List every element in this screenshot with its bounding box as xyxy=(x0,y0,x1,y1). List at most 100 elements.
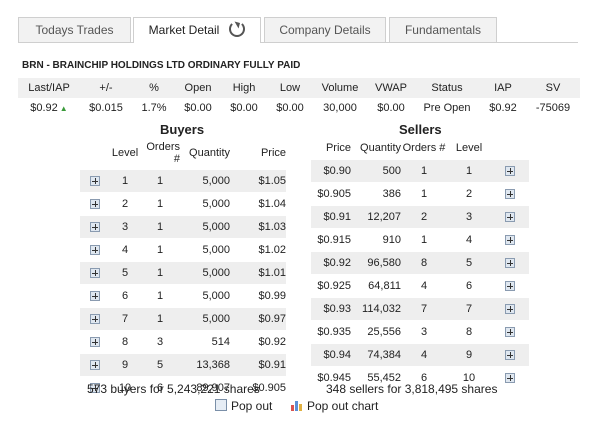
buyer-row: 9 5 13,368 $0.91 xyxy=(80,353,286,377)
buyer-cell: 5,000 xyxy=(180,192,230,216)
tab-market-detail[interactable]: Market Detail xyxy=(133,17,261,43)
seller-cell: 9 xyxy=(447,343,491,367)
buyer-cell: 4 xyxy=(110,238,140,262)
buyer-cell: 5,000 xyxy=(180,307,230,331)
expand-icon[interactable] xyxy=(90,360,100,371)
seller-cell: 55,452 xyxy=(351,366,401,389)
seller-row: $0.905 386 1 2 xyxy=(311,182,529,206)
seller-cell: $0.915 xyxy=(311,228,351,252)
quote-value: $0.00 xyxy=(176,98,220,118)
quote-table: Last/IAP +/-% Open High Low Volume VWAP Status I… xyxy=(18,78,580,118)
seller-cell: 1 xyxy=(401,182,447,206)
expand-cell xyxy=(491,182,529,206)
expand-icon[interactable] xyxy=(505,189,515,200)
buyers-column-header: Price xyxy=(260,147,286,159)
seller-row: $0.935 25,556 3 8 xyxy=(311,320,529,344)
expand-column-header xyxy=(491,141,529,160)
seller-row: $0.93 114,032 7 7 xyxy=(311,297,529,321)
expand-icon[interactable] xyxy=(505,304,515,315)
expand-icon[interactable] xyxy=(90,314,100,325)
seller-cell: 64,811 xyxy=(351,274,401,298)
buyer-row: 7 1 5,000 $0.97 xyxy=(80,307,286,331)
seller-cell: $0.90 xyxy=(311,159,351,183)
expand-cell xyxy=(80,353,110,377)
tab-fundamentals[interactable]: Fundamentals xyxy=(389,17,497,42)
expand-icon[interactable] xyxy=(505,212,515,223)
seller-row: $0.945 55,452 6 10 xyxy=(311,366,529,389)
buyer-cell: 10 xyxy=(110,376,140,399)
buyer-row: 2 1 5,000 $1.04 xyxy=(80,192,286,216)
expand-icon[interactable] xyxy=(505,235,515,246)
buyers-column-header: Orders # xyxy=(146,141,180,165)
expand-icon[interactable] xyxy=(505,258,515,269)
buyer-cell: 1 xyxy=(140,169,180,193)
expand-icon[interactable] xyxy=(90,199,100,210)
buyers-summary: 573 buyers for 5,243,221 shares xyxy=(87,382,260,396)
expand-cell xyxy=(80,284,110,308)
seller-cell: 386 xyxy=(351,182,401,206)
seller-cell: 8 xyxy=(447,320,491,344)
buyer-cell: 5,000 xyxy=(180,261,230,285)
expand-cell xyxy=(80,330,110,354)
expand-icon[interactable] xyxy=(90,222,100,233)
buyer-cell: 9 xyxy=(110,353,140,377)
expand-icon[interactable] xyxy=(90,268,100,279)
seller-cell: 12,207 xyxy=(351,205,401,229)
tab-bar: Todays Trades Market Detail Company Deta… xyxy=(18,17,578,43)
expand-icon[interactable] xyxy=(90,245,100,256)
sellers-column-header: Orders # xyxy=(402,142,446,154)
seller-cell: $0.945 xyxy=(311,366,351,389)
buyer-row: 6 1 5,000 $0.99 xyxy=(80,284,286,308)
sellers-column-header: Quantity xyxy=(360,142,401,154)
seller-cell: 25,556 xyxy=(351,320,401,344)
expand-icon[interactable] xyxy=(505,166,515,177)
buyer-cell: 5,000 xyxy=(180,238,230,262)
expand-icon[interactable] xyxy=(90,291,100,302)
tab-company-details[interactable]: Company Details xyxy=(264,17,386,42)
expand-icon[interactable] xyxy=(505,350,515,361)
sellers-column-header: Price xyxy=(325,142,351,154)
expand-icon[interactable] xyxy=(505,281,515,292)
buyer-cell: 5,000 xyxy=(180,169,230,193)
buyer-cell: $1.01 xyxy=(230,261,286,285)
buyer-cell: 1 xyxy=(140,284,180,308)
quote-header: VWAP xyxy=(368,78,414,98)
quote-value: 1.7% xyxy=(132,98,176,118)
quote-value: $0.00 xyxy=(368,98,414,118)
buyer-cell: 5,000 xyxy=(180,215,230,239)
seller-row: $0.925 64,811 4 6 xyxy=(311,274,529,298)
expand-icon[interactable] xyxy=(90,176,100,187)
buyer-cell: 8 xyxy=(110,330,140,354)
expand-icon[interactable] xyxy=(90,383,100,394)
buyer-cell: 6 xyxy=(110,284,140,308)
buyers-table: Level Orders # Quantity Price 1 1 5,000 $1.05 2… xyxy=(80,141,286,399)
pop-out-chart-link[interactable]: Pop out chart xyxy=(291,399,378,413)
buyer-cell: 1 xyxy=(140,215,180,239)
pop-out-icon xyxy=(215,399,227,411)
tab-todays-trades[interactable]: Todays Trades xyxy=(18,17,131,42)
buyer-cell: 5 xyxy=(140,353,180,377)
bar-chart-icon xyxy=(291,401,303,411)
buyer-cell: 2 xyxy=(110,192,140,216)
expand-cell xyxy=(80,169,110,193)
expand-icon[interactable] xyxy=(90,337,100,348)
buyers-heading: Buyers xyxy=(160,122,205,137)
quote-value-text: $0.00 xyxy=(184,102,212,114)
expand-cell xyxy=(80,376,110,399)
refresh-icon[interactable] xyxy=(229,21,246,37)
seller-cell: 3 xyxy=(447,205,491,229)
up-arrow-icon: ▲ xyxy=(59,104,68,113)
seller-cell: 1 xyxy=(447,159,491,183)
expand-icon[interactable] xyxy=(505,373,515,384)
expand-icon[interactable] xyxy=(505,327,515,338)
buyer-cell: $0.91 xyxy=(230,353,286,377)
expand-cell xyxy=(80,192,110,216)
pop-out-link[interactable]: Pop out xyxy=(215,399,272,413)
quote-header: Status xyxy=(414,78,480,98)
seller-cell: 2 xyxy=(401,205,447,229)
quote-header: Last/IAP xyxy=(18,78,80,98)
tab-label: Fundamentals xyxy=(404,23,482,37)
buyer-cell: 1 xyxy=(110,169,140,193)
company-name: BRN - BRAINCHIP HOLDINGS LTD ORDINARY FU… xyxy=(22,60,301,71)
seller-cell: 4 xyxy=(447,228,491,252)
